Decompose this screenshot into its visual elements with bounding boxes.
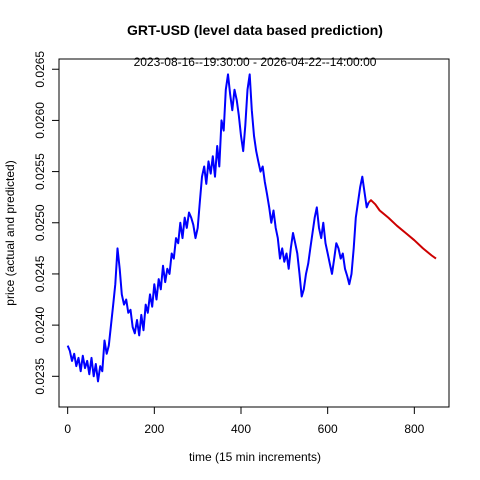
- y-tick-label: 0.0245: [33, 255, 47, 292]
- chart-subtitle: 2023-08-16--19:30:00 - 2026-04-22--14:00…: [134, 55, 377, 69]
- y-tick-label: 0.0235: [33, 358, 47, 395]
- x-tick-label: 400: [231, 422, 251, 436]
- y-axis: 0.0235 0.0240 0.0245 0.0250 0.0255 0.0260 0.02…: [33, 51, 60, 395]
- x-tick-label: 200: [144, 422, 164, 436]
- y-tick-label: 0.0240: [33, 306, 47, 343]
- chart-title: GRT-USD (level data based prediction): [127, 22, 383, 38]
- series-line-0: [66, 73, 370, 383]
- y-tick-label: 0.0260: [33, 102, 47, 139]
- x-axis-label: time (15 min increments): [189, 450, 321, 464]
- y-axis-label: price (actual and predicted): [3, 160, 17, 305]
- y-tick-label: 0.0255: [33, 153, 47, 190]
- x-tick-label: 0: [64, 422, 71, 436]
- series-layer: [66, 73, 437, 383]
- x-axis: 0 200 400 600 800: [64, 406, 425, 436]
- series-line-1: [368, 199, 437, 260]
- x-tick-label: 600: [318, 422, 338, 436]
- y-tick-label: 0.0265: [33, 51, 47, 88]
- x-tick-label: 800: [404, 422, 424, 436]
- y-tick-label: 0.0250: [33, 204, 47, 241]
